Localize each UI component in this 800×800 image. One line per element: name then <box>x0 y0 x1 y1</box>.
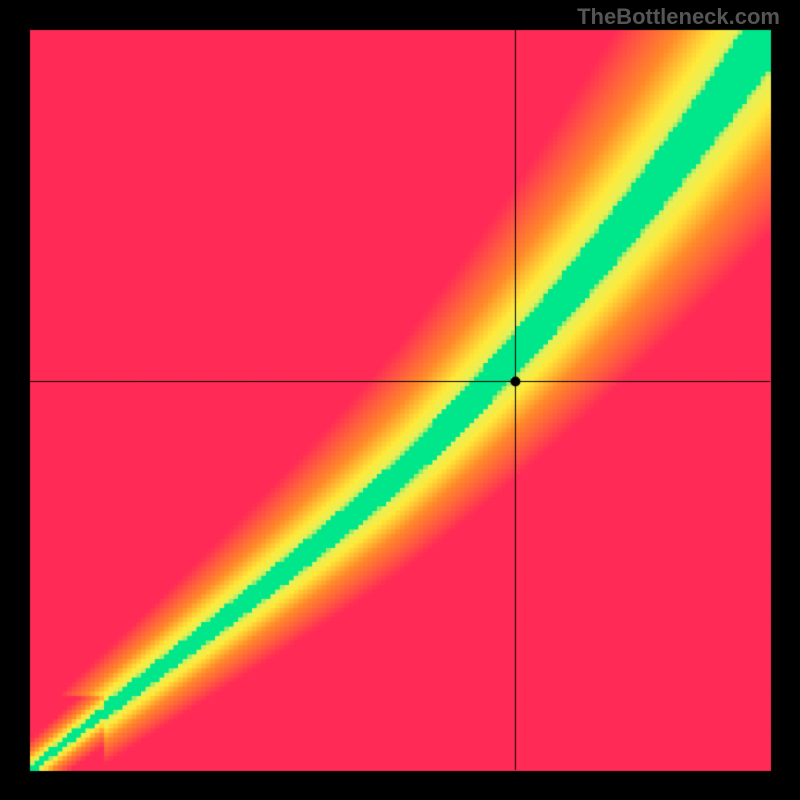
bottleneck-heatmap <box>0 0 800 800</box>
watermark-text: TheBottleneck.com <box>577 4 780 30</box>
chart-container: TheBottleneck.com <box>0 0 800 800</box>
